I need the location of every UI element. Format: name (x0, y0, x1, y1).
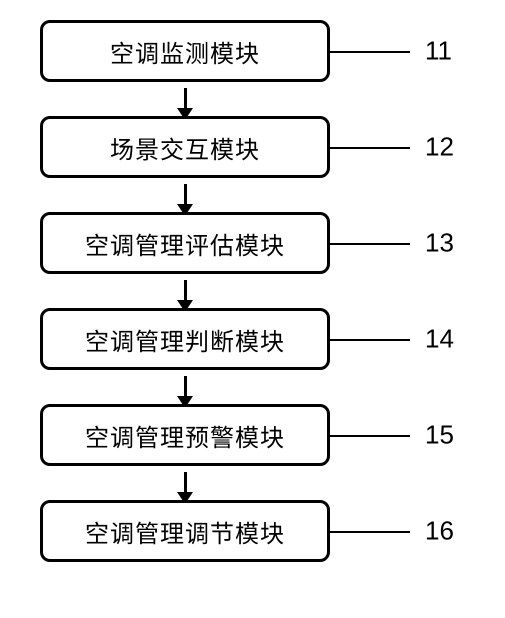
module-label: 空调管理调节模块 (85, 514, 285, 549)
module-row-6: 空调管理调节模块 16 (40, 500, 330, 562)
module-row-4: 空调管理判断模块 14 (40, 308, 330, 370)
number-label: 11 (425, 36, 452, 67)
module-label: 空调监测模块 (110, 34, 260, 69)
module-row-3: 空调管理评估模块 13 (40, 212, 330, 274)
module-row-2: 场景交互模块 12 (40, 116, 330, 178)
module-box-4: 空调管理判断模块 (40, 308, 330, 370)
number-label: 16 (425, 516, 454, 547)
module-box-3: 空调管理评估模块 (40, 212, 330, 274)
arrow-1-2 (40, 82, 330, 116)
arrow-icon (184, 88, 187, 110)
module-label: 空调管理评估模块 (85, 226, 285, 261)
arrow-icon (184, 472, 187, 494)
number-label: 15 (425, 420, 454, 451)
connector-line (330, 243, 410, 245)
arrow-5-6 (40, 466, 330, 500)
connector-line (330, 531, 410, 533)
number-label: 14 (425, 324, 454, 355)
module-label: 空调管理判断模块 (85, 322, 285, 357)
module-box-2: 场景交互模块 (40, 116, 330, 178)
arrow-icon (184, 376, 187, 398)
arrow-3-4 (40, 274, 330, 308)
arrow-2-3 (40, 178, 330, 212)
module-label: 场景交互模块 (110, 130, 260, 165)
arrow-icon (184, 280, 187, 302)
connector-line (330, 435, 410, 437)
arrow-4-5 (40, 370, 330, 404)
connector-line (330, 51, 410, 53)
module-box-6: 空调管理调节模块 (40, 500, 330, 562)
number-label: 13 (425, 228, 454, 259)
arrow-icon (184, 184, 187, 206)
module-row-5: 空调管理预警模块 15 (40, 404, 330, 466)
module-label: 空调管理预警模块 (85, 418, 285, 453)
flowchart-container: 空调监测模块 11 场景交互模块 12 空调管理评估模块 13 空调管理判断模块… (40, 20, 330, 562)
number-label: 12 (425, 132, 454, 163)
connector-line (330, 147, 410, 149)
module-row-1: 空调监测模块 11 (40, 20, 330, 82)
module-box-5: 空调管理预警模块 (40, 404, 330, 466)
connector-line (330, 339, 410, 341)
module-box-1: 空调监测模块 (40, 20, 330, 82)
